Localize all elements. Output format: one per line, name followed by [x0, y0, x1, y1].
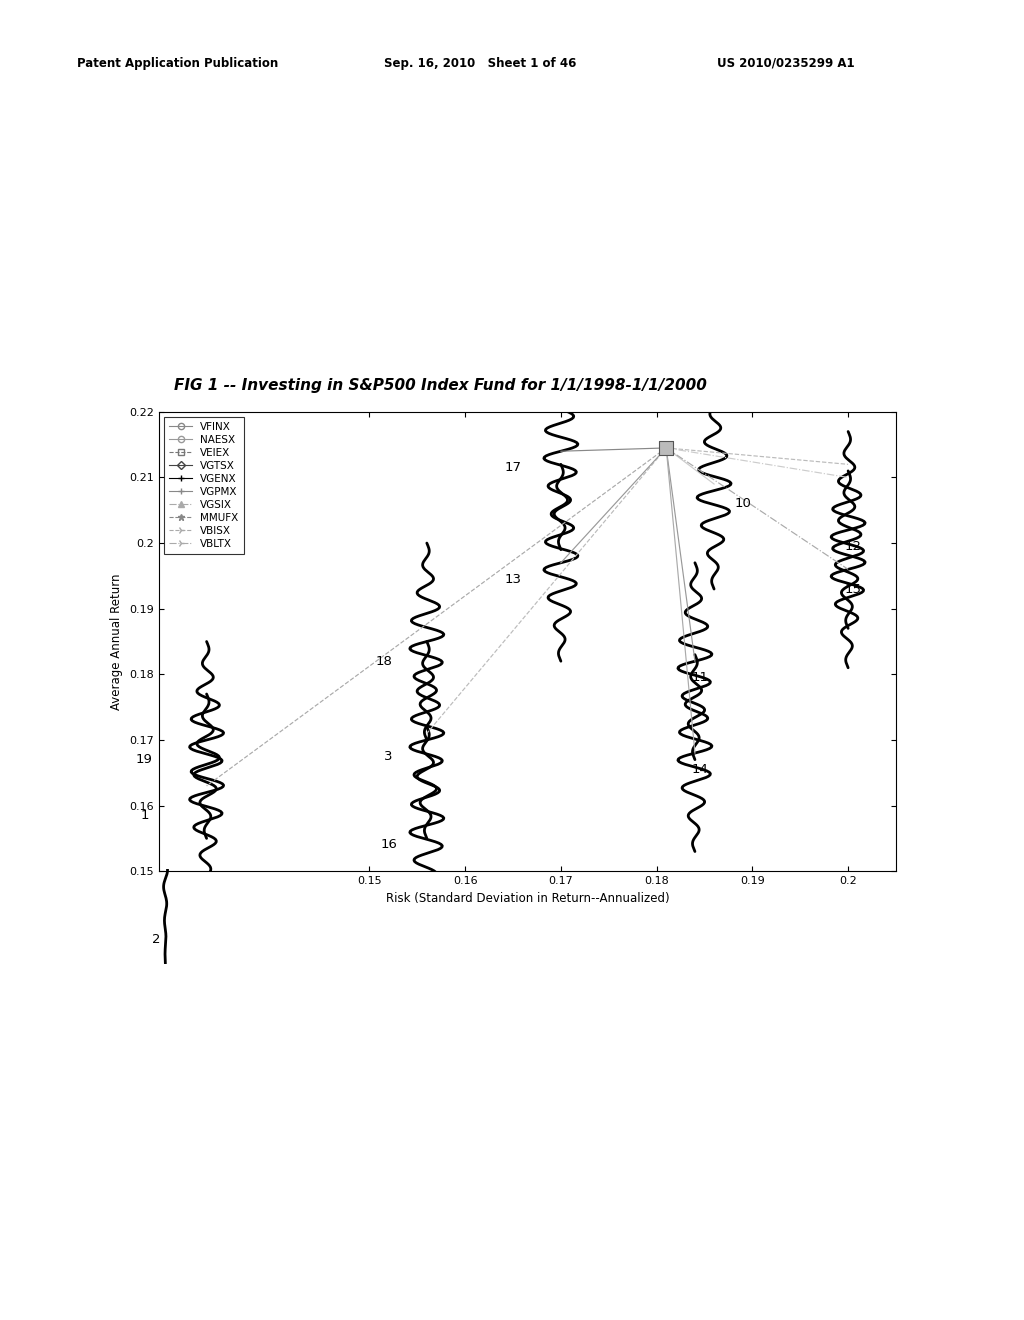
- Text: 16: 16: [380, 838, 397, 851]
- Text: 2: 2: [153, 933, 161, 946]
- Text: 15: 15: [845, 582, 861, 595]
- Text: 17: 17: [505, 461, 521, 474]
- Text: Patent Application Publication: Patent Application Publication: [77, 57, 279, 70]
- Text: 11: 11: [691, 671, 709, 684]
- Text: 1: 1: [140, 809, 148, 822]
- Text: 12: 12: [845, 540, 861, 553]
- Text: 13: 13: [505, 573, 521, 586]
- Text: 19: 19: [136, 754, 153, 766]
- Text: 3: 3: [384, 750, 393, 763]
- Legend: VFINX, NAESX, VEIEX, VGTSX, VGENX, VGPMX, VGSIX, MMUFX, VBISX, VBLTX: VFINX, NAESX, VEIEX, VGTSX, VGENX, VGPMX…: [164, 417, 244, 553]
- Y-axis label: Average Annual Return: Average Annual Return: [111, 573, 124, 710]
- Text: Sep. 16, 2010   Sheet 1 of 46: Sep. 16, 2010 Sheet 1 of 46: [384, 57, 577, 70]
- X-axis label: Risk (Standard Deviation in Return--Annualized): Risk (Standard Deviation in Return--Annu…: [386, 891, 669, 904]
- Text: FIG 1 -- Investing in S&P500 Index Fund for 1/1/1998-1/1/2000: FIG 1 -- Investing in S&P500 Index Fund …: [174, 379, 707, 393]
- Text: US 2010/0235299 A1: US 2010/0235299 A1: [717, 57, 854, 70]
- Text: 14: 14: [691, 763, 709, 776]
- Point: [658, 437, 675, 458]
- Text: 18: 18: [376, 655, 392, 668]
- Text: 10: 10: [734, 498, 752, 511]
